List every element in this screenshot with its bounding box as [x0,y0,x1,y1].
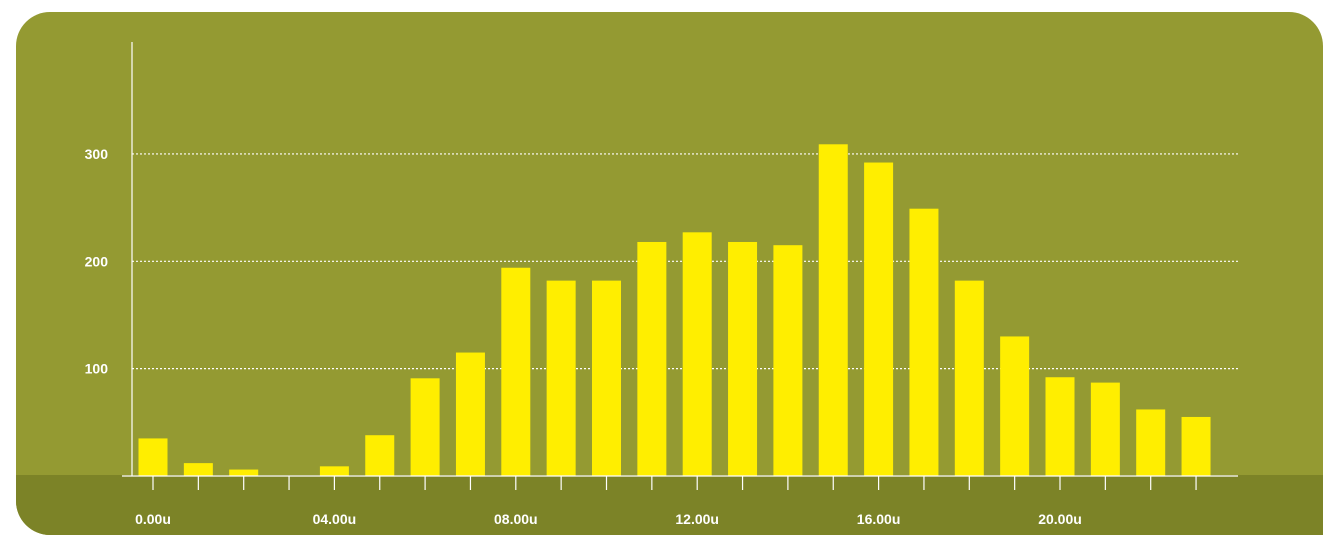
x-tick-label-16.00u: 16.00u [857,511,901,527]
bar-2.00u [229,469,259,476]
bar-12.00u [682,232,712,476]
bar-15.00u [818,144,848,476]
x-tick-label-04.00u: 04.00u [313,511,357,527]
y-axis-ticks: 100 200 300 [85,146,109,377]
bar-23.00u [1181,416,1211,476]
bar-17.00u [909,208,939,477]
bar-19.00u [1000,336,1030,476]
bar-4.00u [319,466,349,476]
bar-21.00u [1090,382,1120,476]
bar-10.00u [592,280,621,476]
bar-6.00u [410,378,440,476]
bar-16.00u [864,162,894,476]
chart-panel: 100 200 300 0.00u 04.00u 08.00u 12.00u 16.00u 2… [16,12,1323,535]
bar-9.00u [546,280,576,476]
bar-chart: 100 200 300 0.00u 04.00u 08.00u 12.00u 16.00u 2… [85,42,1238,527]
x-tick-label-12.00u: 12.00u [675,511,719,527]
bar-5.00u [365,435,395,476]
bar-18.00u [954,280,984,476]
bar-8.00u [501,267,531,476]
x-tick-label-0.00u: 0.00u [135,511,171,527]
bar-11.00u [637,241,667,476]
y-tick-label-300: 300 [85,146,109,162]
x-tick-label-08.00u: 08.00u [494,511,538,527]
bar-7.00u [455,352,485,476]
bar-1.00u [183,463,213,476]
x-axis-ticks: 0.00u 04.00u 08.00u 12.00u 16.00u 20.00u [135,476,1197,527]
bar-14.00u [773,245,803,476]
x-tick-label-20.00u: 20.00u [1038,511,1082,527]
bar-13.00u [728,241,758,476]
bar-22.00u [1136,409,1166,476]
bar-20.00u [1045,377,1075,476]
y-tick-label-100: 100 [85,361,109,377]
bar-0.00u [138,438,168,476]
bars [138,144,1211,477]
y-tick-label-200: 200 [85,253,109,269]
